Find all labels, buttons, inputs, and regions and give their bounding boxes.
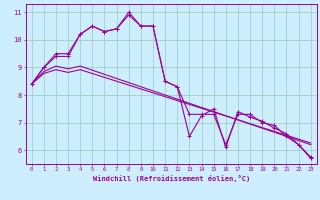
X-axis label: Windchill (Refroidissement éolien,°C): Windchill (Refroidissement éolien,°C) xyxy=(92,175,250,182)
